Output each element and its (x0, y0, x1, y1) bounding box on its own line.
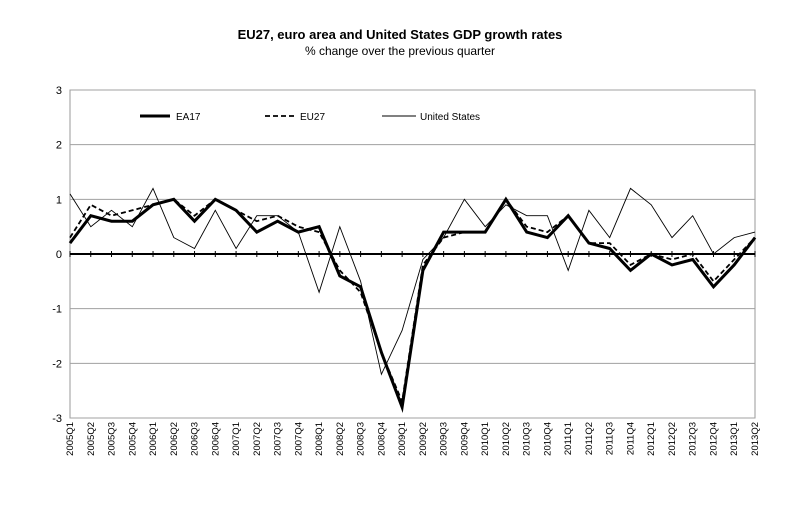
y-tick-label: -2 (52, 358, 62, 370)
x-tick-label: 2012Q1 (646, 422, 657, 456)
x-tick-label: 2013Q1 (729, 422, 740, 456)
legend-label-ea17: EA17 (176, 112, 201, 123)
series-lines (68, 187, 757, 413)
x-tick-label: 2008Q2 (335, 422, 346, 456)
x-tick-label: 2012Q4 (708, 422, 719, 456)
x-tick-label: 2011Q1 (563, 422, 574, 455)
legend: EA17 EU27 United States (140, 112, 480, 123)
x-axis-tick-labels: 2005Q1 2005Q2 2005Q3 2005Q4 2006Q1 2006Q2 2006… (65, 422, 761, 456)
x-tick-label: 2006Q3 (190, 422, 201, 456)
x-tick-label: 2013Q2 (750, 422, 761, 456)
x-tick-label: 2005Q1 (65, 422, 76, 456)
x-tick-label: 2012Q3 (688, 422, 699, 456)
x-tick-label: 2006Q1 (148, 422, 159, 456)
x-tick-label: 2011Q4 (625, 422, 636, 455)
x-tick-label: 2010Q1 (480, 422, 491, 456)
x-tick-label: 2010Q2 (501, 422, 512, 456)
x-tick-label: 2005Q2 (86, 422, 97, 456)
x-tick-label: 2010Q3 (522, 422, 533, 456)
grid-lines (69, 89, 756, 419)
y-tick-label: 1 (56, 194, 62, 206)
y-axis-tick-labels: 3 2 1 0 -1 -2 -3 (52, 85, 62, 425)
x-tick-label: 2011Q2 (584, 422, 595, 455)
x-tick-label: 2008Q1 (314, 422, 325, 456)
x-tick-label: 2006Q4 (210, 422, 221, 456)
x-tick-label: 2007Q3 (273, 422, 284, 456)
x-tick-label: 2007Q2 (252, 422, 263, 456)
x-tick-label: 2009Q3 (439, 422, 450, 456)
x-tick-label: 2009Q1 (397, 422, 408, 456)
y-tick-label: 0 (56, 249, 62, 261)
y-tick-label: 3 (56, 85, 62, 97)
x-tick-label: 2006Q2 (169, 422, 180, 456)
series-line-eu27 (69, 197, 756, 405)
x-tick-label: 2009Q2 (418, 422, 429, 456)
series-line-united-states (69, 187, 756, 376)
x-tick-label: 2012Q2 (667, 422, 678, 456)
chart-subtitle: % change over the previous quarter (305, 44, 495, 58)
x-tick-label: 2008Q4 (376, 422, 387, 456)
x-tick-label: 2011Q3 (605, 422, 616, 455)
x-tick-label: 2005Q4 (127, 422, 138, 456)
y-tick-label: -3 (52, 413, 62, 425)
x-tick-label: 2009Q4 (459, 422, 470, 456)
y-tick-label: 2 (56, 140, 62, 152)
x-tick-label: 2005Q3 (107, 422, 118, 456)
legend-label-united-states: United States (420, 112, 480, 123)
chart-title: EU27, euro area and United States GDP gr… (238, 27, 563, 42)
x-tick-label: 2010Q4 (542, 422, 553, 456)
x-tick-label: 2008Q3 (356, 422, 367, 456)
x-tick-label: 2007Q1 (231, 422, 242, 456)
legend-label-eu27: EU27 (300, 112, 325, 123)
x-tick-label: 2007Q4 (293, 422, 304, 456)
y-tick-label: -1 (52, 304, 62, 316)
series-line-ea17 (68, 196, 757, 413)
